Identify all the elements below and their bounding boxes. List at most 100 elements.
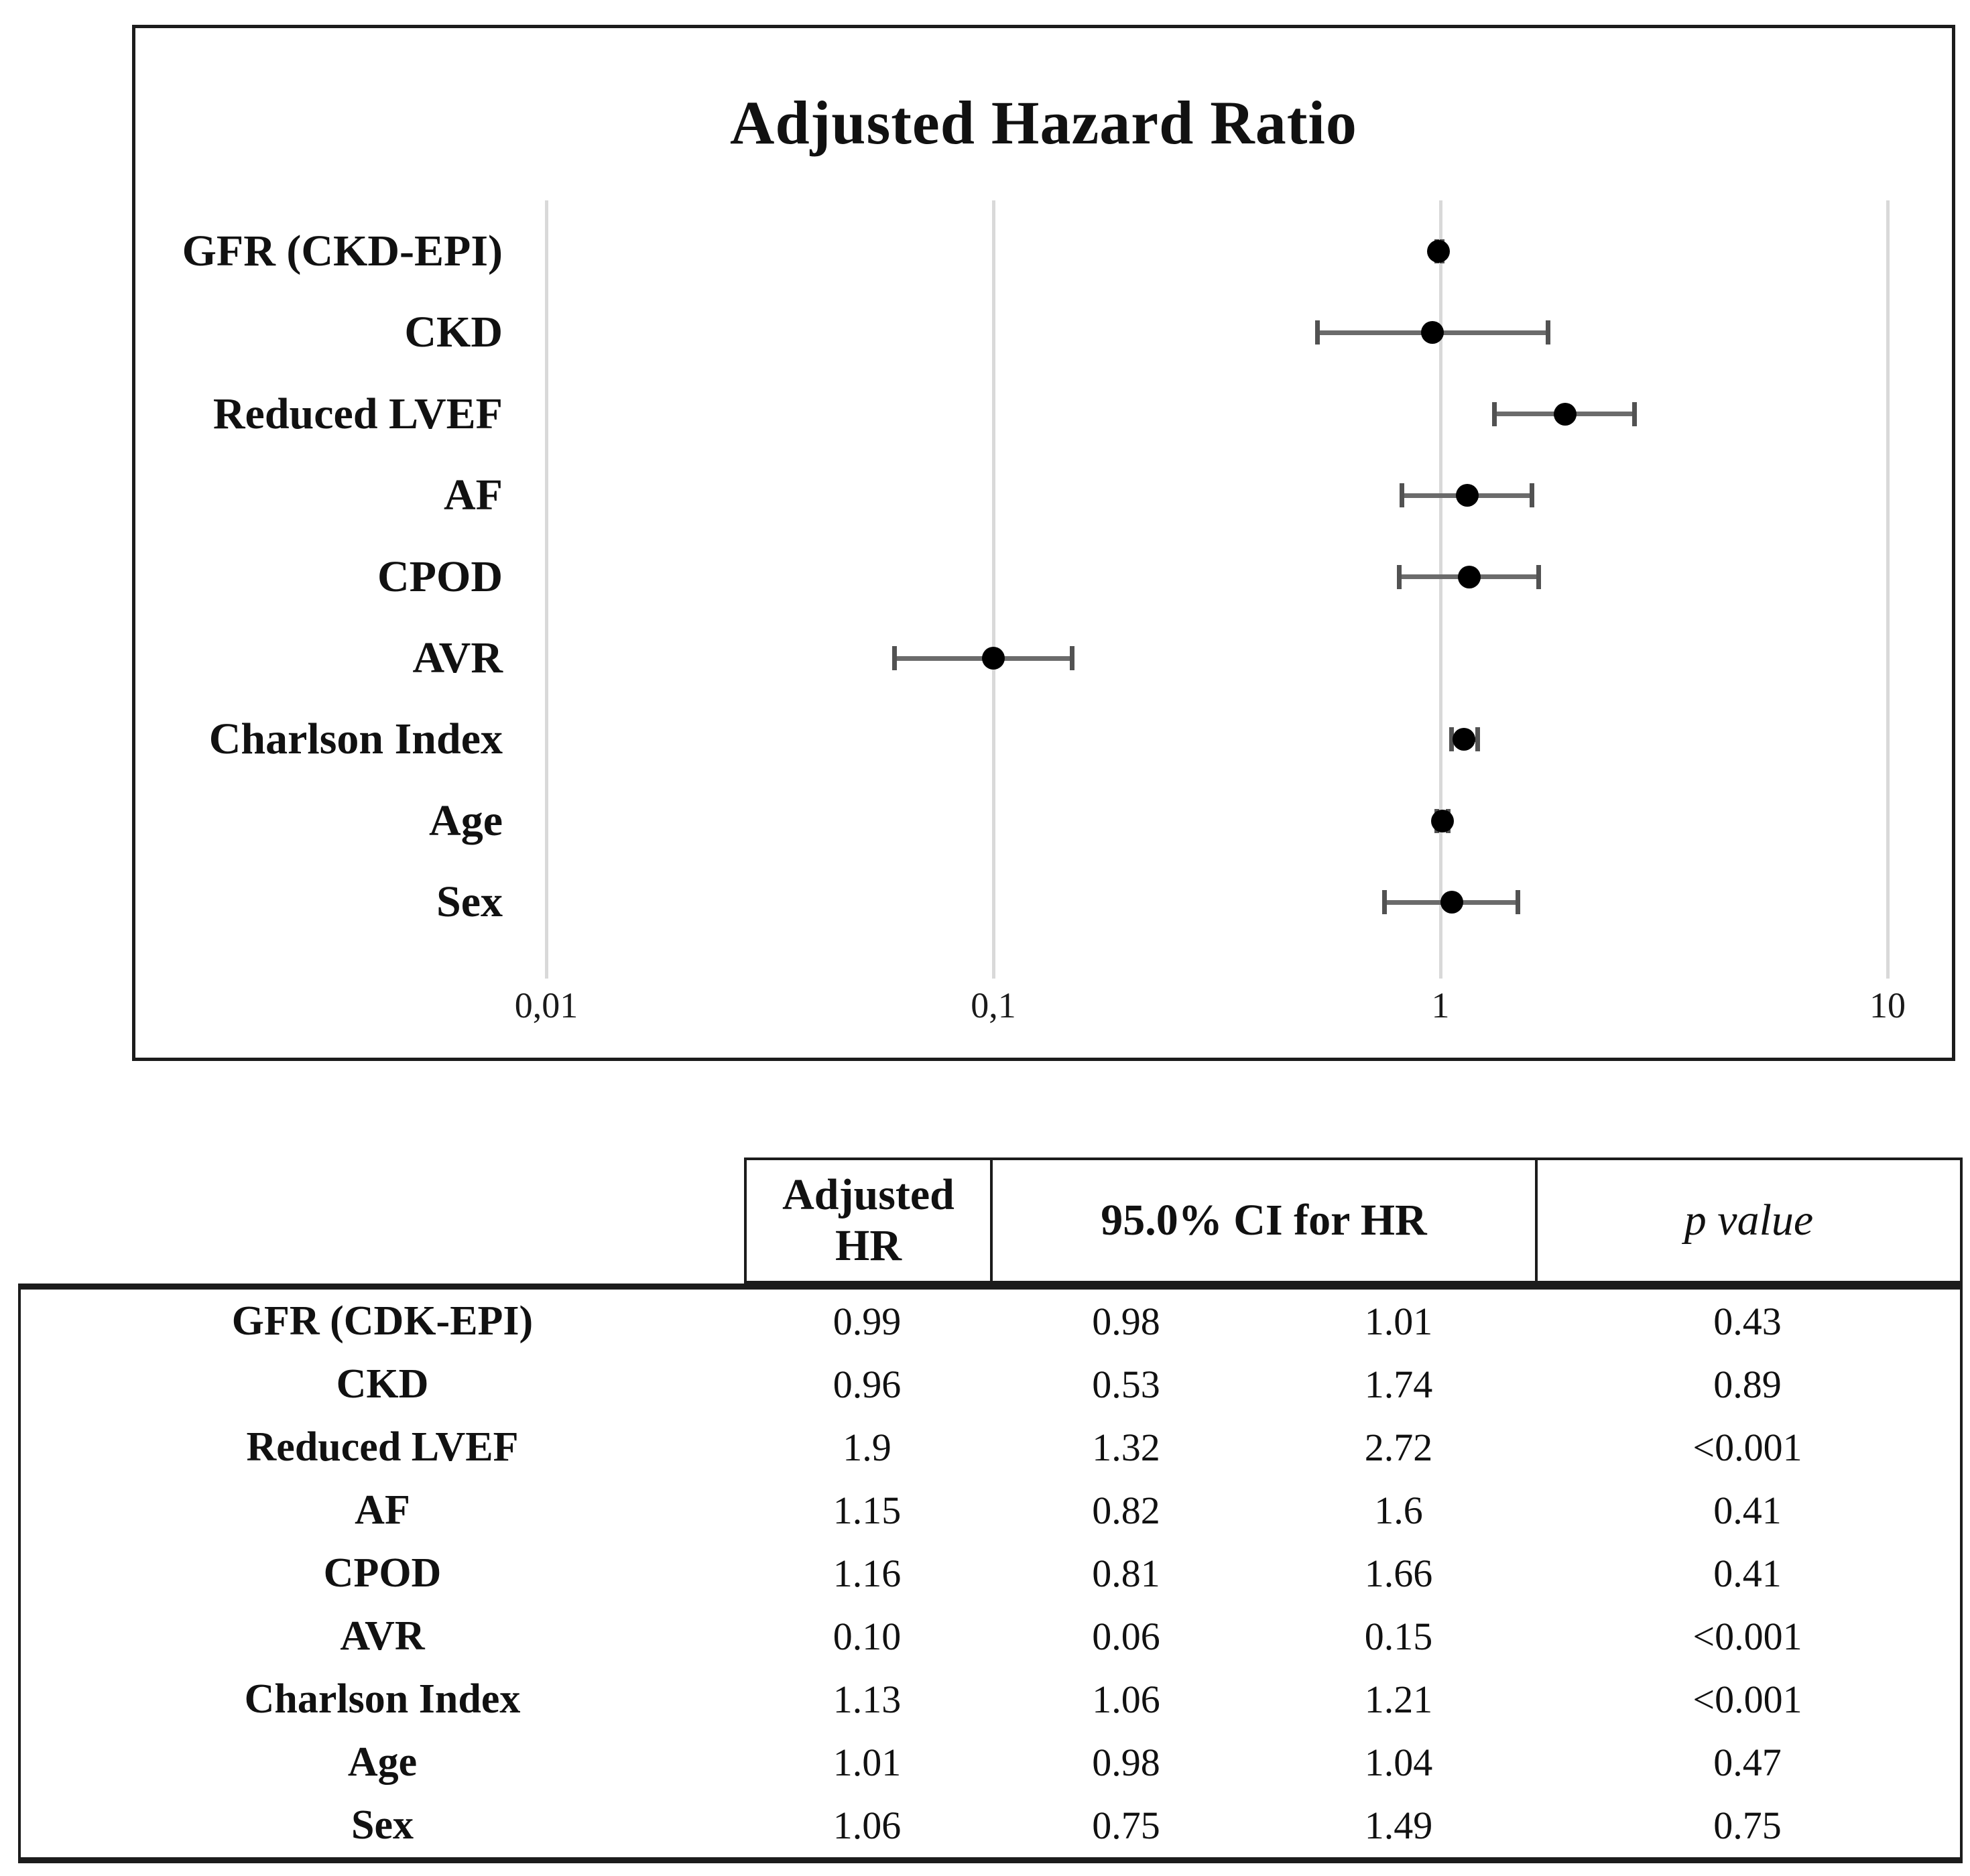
table-cell-value: <0.001 xyxy=(1692,1678,1802,1722)
table-cell-value: 0.82 xyxy=(1092,1488,1160,1532)
row-label: Reduced LVEF xyxy=(212,389,503,438)
table-row: AF 1.15 0.82 1.6 0.41 xyxy=(21,1479,1960,1542)
axis-gridline xyxy=(1886,200,1890,979)
ci-cap-right xyxy=(1516,890,1520,915)
table-cell-value: 1.66 xyxy=(1364,1551,1433,1595)
ci-cap-right xyxy=(1632,401,1638,426)
table-cell-value: 1.32 xyxy=(1092,1425,1160,1469)
row-label: Charlson Index xyxy=(208,714,503,764)
column-header-label: p value xyxy=(1684,1196,1814,1245)
plot-title: Adjusted Hazard Ratio xyxy=(730,88,1357,157)
table-cell-value: 0.75 xyxy=(1713,1804,1782,1848)
ci-cap-left xyxy=(1400,483,1404,508)
axis-gridline xyxy=(544,200,548,979)
ci-cap-right xyxy=(1545,320,1550,345)
table-cell-value: <0.001 xyxy=(1692,1615,1802,1659)
table-row: CPOD 1.16 0.81 1.66 0.41 xyxy=(21,1542,1960,1605)
table-cell-value: 1.06 xyxy=(833,1804,902,1848)
table-cell-value: 0.81 xyxy=(1092,1551,1160,1595)
table-cell-label: Charlson Index xyxy=(244,1676,521,1723)
table-cell-value: 0.43 xyxy=(1713,1299,1782,1343)
column-header-label: 95.0% CI for HR xyxy=(1101,1196,1427,1245)
hr-point xyxy=(1430,809,1454,832)
hr-point xyxy=(1440,891,1463,914)
hr-point xyxy=(1421,321,1444,345)
table-cell-label: AVR xyxy=(340,1613,425,1660)
hr-point xyxy=(1453,728,1476,751)
ci-cap-right xyxy=(1475,727,1480,752)
table-body: GFR (CDK-EPI) 0.99 0.98 1.01 0.43 CKD 0.96 0.53… xyxy=(18,1284,1963,1863)
table-cell-value: 0.89 xyxy=(1713,1362,1782,1406)
table-cell-value: 1.15 xyxy=(833,1488,902,1532)
table-cell-value: 0.10 xyxy=(833,1615,902,1659)
table-cell-value: 0.98 xyxy=(1092,1299,1160,1343)
table-cell-value: 0.41 xyxy=(1713,1551,1782,1595)
table-cell-value: 2.72 xyxy=(1364,1425,1433,1469)
ci-cap-left xyxy=(1449,727,1455,752)
table-cell-value: 1.04 xyxy=(1364,1741,1433,1785)
table-cell-value: 1.9 xyxy=(843,1425,891,1469)
table-cell-value: 1.49 xyxy=(1364,1804,1433,1848)
row-label: CPOD xyxy=(377,552,503,601)
hr-point xyxy=(1427,240,1451,263)
table-cell-value: 1.01 xyxy=(1364,1299,1433,1343)
table-cell-label: Sex xyxy=(351,1802,414,1849)
row-label: AF xyxy=(444,471,503,520)
x-axis-tick-label: 1 xyxy=(1431,985,1450,1025)
ci-cap-right xyxy=(1536,564,1542,589)
ci-cap-left xyxy=(1314,320,1320,345)
ci-cap-left xyxy=(1382,890,1388,915)
row-label: CKD xyxy=(404,308,503,357)
table-cell-label: CPOD xyxy=(323,1550,442,1596)
row-label: Sex xyxy=(436,877,503,927)
column-header-p-value: p value xyxy=(1538,1160,1960,1281)
column-header-ci: 95.0% CI for HR xyxy=(993,1160,1538,1281)
table-row: Age 1.01 0.98 1.04 0.47 xyxy=(21,1731,1960,1794)
hr-point xyxy=(1457,565,1481,588)
table-cell-value: 1.6 xyxy=(1374,1488,1423,1532)
ci-cap-left xyxy=(1491,401,1497,426)
axis-gridline xyxy=(1438,200,1442,979)
x-axis-tick-label: 0,1 xyxy=(971,985,1016,1025)
table-cell-value: 1.16 xyxy=(833,1551,902,1595)
axis-gridline xyxy=(991,200,995,979)
row-label: Age xyxy=(429,796,503,845)
column-header-label: Adjusted HR xyxy=(782,1170,955,1270)
hr-point xyxy=(1456,484,1479,507)
table-cell-label: GFR (CDK-EPI) xyxy=(231,1298,534,1344)
table-cell-value: <0.001 xyxy=(1692,1425,1802,1469)
ci-cap-right xyxy=(1529,483,1534,508)
table-cell-label: Age xyxy=(347,1739,418,1786)
table-row: Charlson Index 1.13 1.06 1.21 <0.001 xyxy=(21,1668,1960,1731)
table-cell-label: AF xyxy=(355,1487,410,1533)
ci-cap-right xyxy=(1069,646,1074,670)
ci-cap-left xyxy=(891,646,897,670)
table-cell-value: 1.06 xyxy=(1092,1678,1160,1722)
table-cell-value: 0.15 xyxy=(1364,1615,1433,1659)
table-cell-value: 0.99 xyxy=(833,1299,902,1343)
ci-cap-left xyxy=(1397,564,1402,589)
table-row: GFR (CDK-EPI) 0.99 0.98 1.01 0.43 xyxy=(21,1290,1960,1353)
table-cell-label: CKD xyxy=(336,1361,429,1407)
hr-point xyxy=(982,647,1005,670)
table-cell-value: 0.41 xyxy=(1713,1488,1782,1532)
forest-plot-panel: Adjusted Hazard Ratio 0,01 0,1 1 10 GFR (CKD… xyxy=(132,25,1955,1061)
column-header-adjusted-hr: Adjusted HR xyxy=(747,1160,993,1281)
table-cell-value: 1.13 xyxy=(833,1678,902,1722)
table-row: AVR 0.10 0.06 0.15 <0.001 xyxy=(21,1605,1960,1668)
row-label: AVR xyxy=(412,633,503,682)
table-row: CKD 0.96 0.53 1.74 0.89 xyxy=(21,1353,1960,1416)
hr-point xyxy=(1553,402,1577,426)
x-axis-tick-label: 0,01 xyxy=(514,985,578,1025)
table-header-row: Adjusted HR 95.0% CI for HR p value xyxy=(744,1158,1963,1284)
table-cell-value: 0.98 xyxy=(1092,1741,1160,1785)
table-row: Reduced LVEF 1.9 1.32 2.72 <0.001 xyxy=(21,1416,1960,1479)
table-cell-value: 0.75 xyxy=(1092,1804,1160,1848)
table-cell-value: 0.47 xyxy=(1713,1741,1782,1785)
table-cell-value: 0.53 xyxy=(1092,1362,1160,1406)
table-cell-value: 0.96 xyxy=(833,1362,902,1406)
table-row: Sex 1.06 0.75 1.49 0.75 xyxy=(21,1794,1960,1857)
table-cell-label: Reduced LVEF xyxy=(246,1424,519,1470)
table-cell-value: 1.21 xyxy=(1364,1678,1433,1722)
